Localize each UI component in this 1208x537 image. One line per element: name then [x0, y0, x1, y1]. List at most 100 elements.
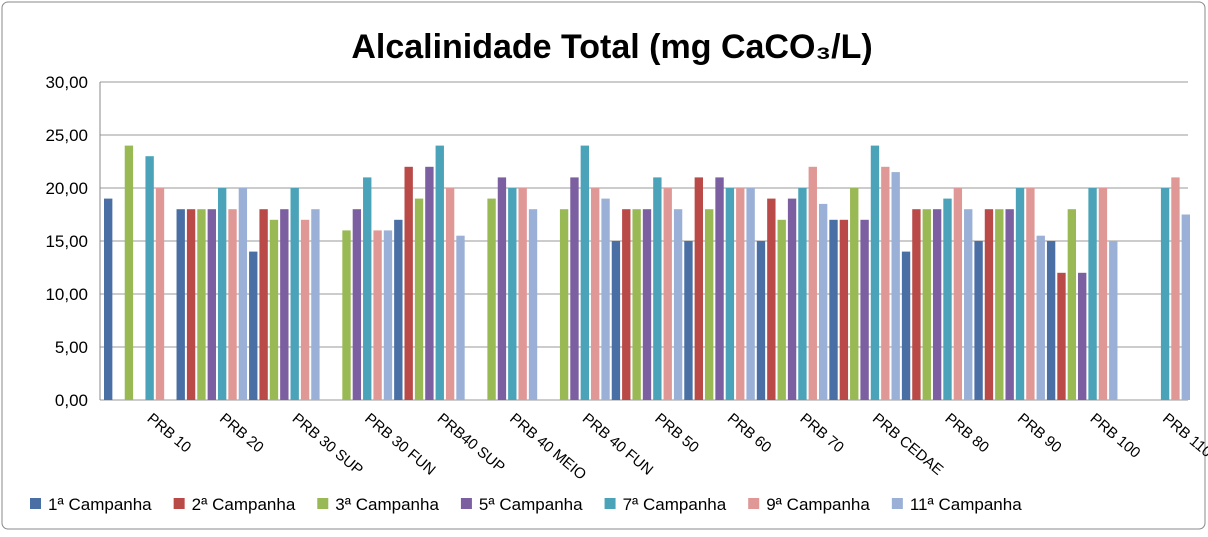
bar	[839, 219, 849, 400]
bar	[104, 198, 113, 400]
bar	[777, 219, 786, 400]
bar	[456, 235, 465, 400]
bar	[249, 251, 258, 400]
bar	[736, 188, 745, 400]
bar	[1088, 188, 1097, 400]
bar	[373, 230, 382, 400]
bar	[767, 198, 776, 400]
bar	[342, 230, 351, 400]
bar	[870, 145, 880, 400]
bar	[352, 209, 362, 400]
bar	[176, 209, 185, 400]
bar	[964, 209, 973, 400]
bar	[974, 241, 983, 400]
bar	[601, 198, 610, 400]
bar	[435, 145, 444, 400]
y-tick-label: 10,00	[45, 285, 88, 304]
bar	[1078, 272, 1087, 400]
legend-label: 9ª Campanha	[766, 495, 870, 514]
bar	[145, 156, 154, 400]
bar	[580, 145, 590, 400]
bar	[663, 188, 672, 400]
bar	[1160, 188, 1170, 400]
bar	[943, 198, 952, 400]
bar	[1015, 188, 1025, 400]
bar	[818, 203, 828, 400]
bar	[508, 188, 517, 400]
bar	[124, 145, 134, 400]
bar	[932, 209, 942, 400]
bar	[922, 209, 931, 400]
bar	[1005, 209, 1014, 400]
bar	[746, 188, 755, 400]
bar	[394, 219, 403, 400]
bar	[487, 198, 496, 400]
legend-label: 3ª Campanha	[335, 495, 439, 514]
y-tick-label: 25,00	[45, 126, 88, 145]
bar	[363, 177, 372, 400]
legend-label: 2ª Campanha	[192, 495, 296, 514]
legend-swatch	[891, 498, 903, 509]
bar	[269, 219, 279, 400]
bar	[673, 209, 683, 400]
bar	[1067, 209, 1077, 400]
bar	[850, 188, 859, 400]
bar	[787, 198, 797, 400]
bar	[798, 188, 807, 400]
bar	[694, 177, 703, 400]
legend-swatch	[173, 498, 185, 509]
legend-label: 1ª Campanha	[48, 495, 152, 514]
y-tick-label: 5,00	[55, 338, 88, 357]
bar	[414, 198, 424, 400]
bar	[622, 209, 631, 400]
bar	[829, 219, 838, 400]
legend-swatch	[748, 498, 760, 509]
y-tick-label: 30,00	[45, 73, 88, 92]
bar	[1046, 241, 1056, 400]
legend-swatch	[317, 498, 329, 509]
bar	[280, 209, 289, 400]
bar	[953, 188, 963, 400]
bar	[311, 209, 320, 400]
bar	[197, 209, 206, 400]
y-tick-label: 0,00	[55, 391, 88, 410]
bar	[528, 209, 538, 400]
bar	[1098, 188, 1108, 400]
bar	[901, 251, 911, 400]
bar	[383, 230, 393, 400]
bar	[632, 209, 641, 400]
bar	[642, 209, 652, 400]
bar	[404, 166, 413, 400]
bar	[259, 209, 268, 400]
bar	[559, 209, 569, 400]
bar	[445, 188, 455, 400]
bar	[725, 188, 735, 400]
bar	[704, 209, 714, 400]
bar	[1057, 272, 1066, 400]
bar	[300, 219, 310, 400]
bar	[984, 209, 994, 400]
bar	[860, 219, 869, 400]
bar	[155, 188, 165, 400]
bar	[228, 209, 237, 400]
legend-swatch	[460, 498, 472, 509]
bar	[684, 241, 693, 400]
bar	[186, 209, 196, 400]
bar	[1036, 235, 1045, 400]
bar	[217, 188, 227, 400]
legend-label: 5ª Campanha	[479, 495, 583, 514]
bar	[653, 177, 662, 400]
bar	[518, 188, 527, 400]
bar	[756, 241, 766, 400]
bar	[881, 166, 890, 400]
bar	[1109, 241, 1118, 400]
bar	[290, 188, 299, 400]
bar	[912, 209, 921, 400]
bar	[808, 166, 817, 400]
bar	[995, 209, 1004, 400]
bar	[891, 172, 900, 400]
chart-title: Alcalinidade Total (mg CaCO₃/L)	[351, 28, 872, 66]
legend-label: 7ª Campanha	[623, 495, 727, 514]
bar	[715, 177, 724, 400]
